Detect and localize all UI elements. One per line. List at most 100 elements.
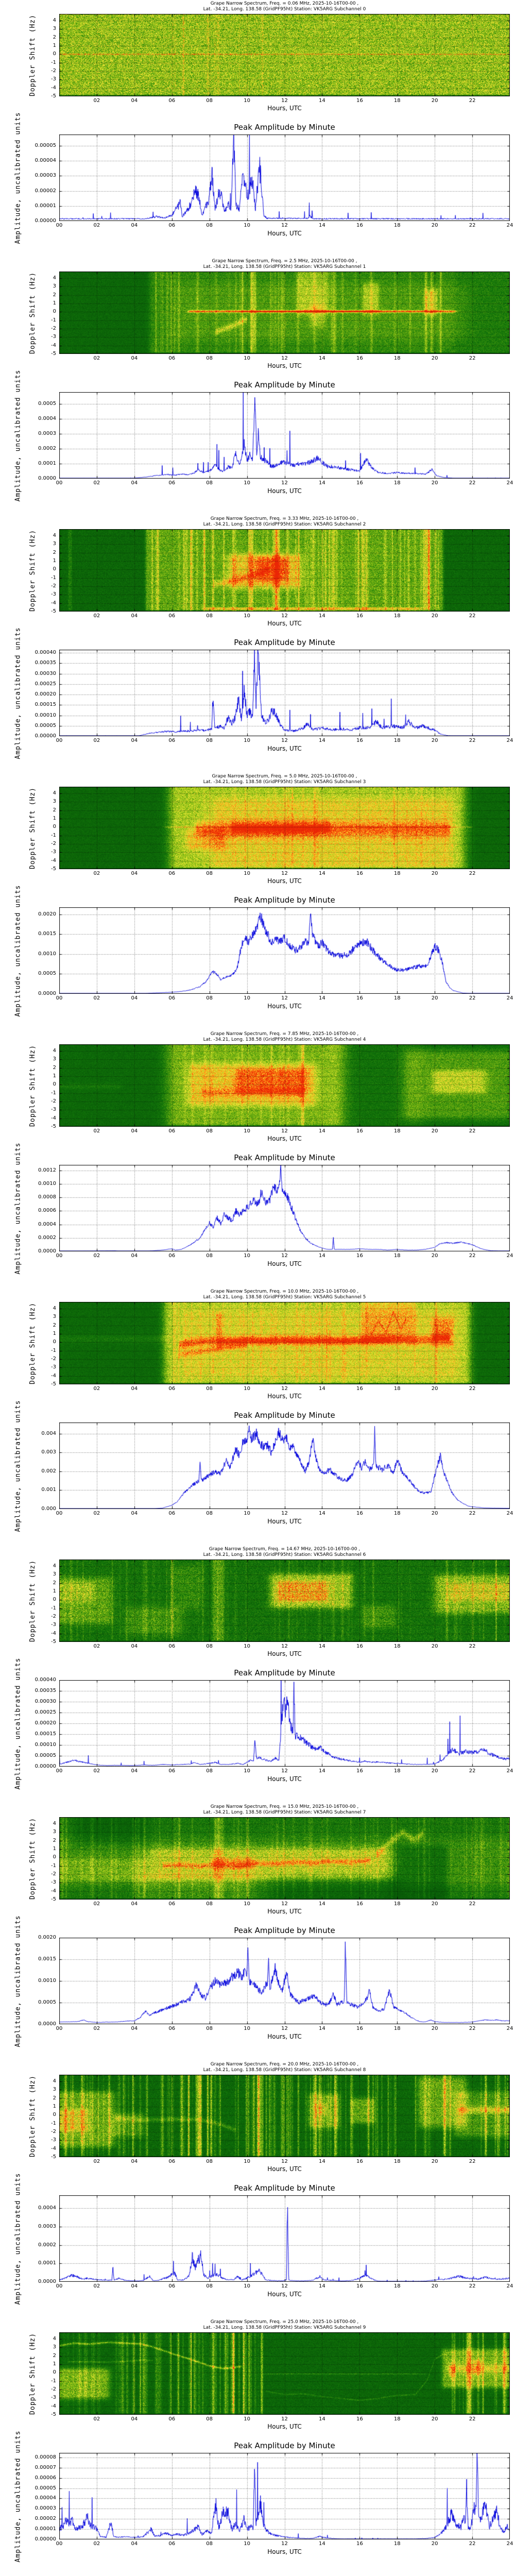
spectrogram-x-tick-label: 12 bbox=[281, 613, 288, 619]
amplitude-y-tick-label: 0.0000 bbox=[38, 991, 56, 996]
amplitude-y-tick-label: 0.002 bbox=[41, 1468, 56, 1474]
spectrogram-canvas bbox=[59, 272, 510, 354]
amplitude-x-tick-label: 24 bbox=[506, 738, 513, 743]
spectrogram-xlabel: Hours, UTC bbox=[267, 105, 302, 112]
amplitude-x-tick-label: 08 bbox=[206, 480, 213, 486]
amplitude-x-tick-label: 22 bbox=[469, 480, 476, 486]
spectrogram-subtitle: Lat. -34.21, Long. 138.58 (GridPF95ht) S… bbox=[203, 1810, 366, 1815]
spectrogram-x-tick-label: 22 bbox=[469, 1386, 476, 1392]
spectrogram-x-tick-label: 08 bbox=[206, 2416, 213, 2422]
doppler-y-tick-label: -3 bbox=[51, 76, 56, 82]
amplitude-x-tick-label: 16 bbox=[356, 2026, 363, 2031]
amplitude-xlabel: Hours, UTC bbox=[267, 1775, 302, 1783]
spectrogram-x-tick-label: 20 bbox=[431, 1901, 438, 1907]
spectrogram-x-tick-label: 10 bbox=[244, 1643, 250, 1649]
spectrogram-subtitle: Lat. -34.21, Long. 138.58 (GridPF95ht) S… bbox=[203, 779, 366, 785]
amplitude-x-tick-label: 00 bbox=[56, 1511, 63, 1516]
figure-subchannel-5: Grape Narrow Spectrum, Freq. = 10.0 MHz,… bbox=[0, 1288, 515, 1546]
amplitude-x-tick-label: 20 bbox=[431, 1253, 438, 1259]
amplitude-x-tick-label: 22 bbox=[469, 738, 476, 743]
spectrogram-subtitle: Lat. -34.21, Long. 138.58 (GridPF95ht) S… bbox=[203, 264, 366, 269]
amplitude-x-tick-label: 18 bbox=[393, 2026, 401, 2031]
amplitude-y-tick-label: 0.00005 bbox=[35, 2485, 56, 2491]
amplitude-canvas bbox=[59, 392, 510, 479]
spectrogram-x-tick-label: 06 bbox=[168, 1386, 176, 1392]
amplitude-x-tick-label: 22 bbox=[469, 2541, 476, 2547]
spectrogram-x-tick-label: 22 bbox=[469, 355, 476, 361]
amplitude-y-tick-label: 0.00040 bbox=[35, 1677, 56, 1683]
amplitude-x-tick-label: 08 bbox=[206, 1511, 213, 1516]
spectrogram-x-tick-label: 20 bbox=[431, 2416, 438, 2422]
doppler-y-tick-label: 2 bbox=[53, 807, 56, 813]
amplitude-y-tick-label: 0.00005 bbox=[35, 1753, 56, 1758]
amplitude-y-tick-label: 0.00035 bbox=[35, 1688, 56, 1693]
amplitude-x-tick-label: 04 bbox=[131, 738, 138, 743]
amplitude-x-tick-label: 06 bbox=[168, 738, 176, 743]
spectrogram-x-tick-label: 02 bbox=[93, 1386, 100, 1392]
doppler-y-tick-label: -5 bbox=[51, 2154, 56, 2160]
amplitude-x-tick-label: 14 bbox=[319, 223, 325, 228]
spectrogram-xlabel: Hours, UTC bbox=[267, 1393, 302, 1400]
doppler-y-tick-label: 3 bbox=[53, 541, 56, 547]
doppler-y-tick-label: -3 bbox=[51, 1107, 56, 1113]
spectrogram-x-tick-label: 02 bbox=[93, 355, 100, 361]
amplitude-axis-label: Amplitude, uncalibrated units bbox=[12, 885, 24, 1016]
spectrogram-x-tick-label: 16 bbox=[356, 1128, 363, 1134]
spectrogram-xlabel: Hours, UTC bbox=[267, 1650, 302, 1657]
doppler-y-tick-label: 1 bbox=[53, 558, 56, 564]
amplitude-y-tick-label: 0.00010 bbox=[35, 712, 56, 718]
amplitude-x-tick-label: 06 bbox=[168, 1253, 176, 1259]
spectrogram-x-tick-label: 04 bbox=[131, 613, 138, 619]
doppler-y-tick-label: 3 bbox=[53, 26, 56, 32]
amplitude-x-tick-label: 08 bbox=[206, 995, 213, 1001]
amplitude-x-tick-label: 22 bbox=[469, 2283, 476, 2289]
spectrogram-x-tick-label: 02 bbox=[93, 613, 100, 619]
doppler-y-tick-label: 3 bbox=[53, 283, 56, 290]
amplitude-xlabel: Hours, UTC bbox=[267, 487, 302, 495]
amplitude-x-tick-label: 16 bbox=[356, 1253, 363, 1259]
amplitude-x-tick-label: 02 bbox=[93, 995, 100, 1001]
spectrogram-x-tick-label: 02 bbox=[93, 1901, 100, 1907]
doppler-y-tick-label: -5 bbox=[51, 351, 56, 357]
amplitude-y-tick-label: 0.00001 bbox=[35, 202, 56, 209]
spectrogram-x-tick-label: 14 bbox=[319, 2159, 325, 2164]
spectrogram-subtitle: Lat. -34.21, Long. 138.58 (GridPF95ht) S… bbox=[203, 2067, 366, 2073]
amplitude-y-tick-label: 0.0020 bbox=[38, 1935, 56, 1940]
amplitude-x-tick-label: 14 bbox=[319, 995, 325, 1001]
spectrogram-canvas bbox=[59, 1560, 510, 1642]
amplitude-x-tick-label: 22 bbox=[469, 1511, 476, 1516]
doppler-y-tick-label: -1 bbox=[51, 1090, 56, 1096]
spectrogram-x-tick-label: 22 bbox=[469, 1643, 476, 1649]
doppler-y-tick-label: 4 bbox=[53, 275, 56, 281]
amplitude-x-tick-label: 16 bbox=[356, 480, 363, 486]
doppler-y-tick-label: 1 bbox=[53, 816, 56, 822]
amplitude-x-tick-label: 06 bbox=[168, 2026, 176, 2031]
spectrogram-x-tick-label: 04 bbox=[131, 355, 138, 361]
amplitude-x-tick-label: 18 bbox=[393, 1253, 401, 1259]
amplitude-title: Peak Amplitude by Minute bbox=[234, 1668, 335, 1677]
amplitude-y-tick-label: 0.00020 bbox=[35, 1720, 56, 1726]
amplitude-x-tick-label: 00 bbox=[56, 738, 63, 743]
doppler-y-tick-label: 0 bbox=[53, 1597, 56, 1603]
spectrogram-canvas bbox=[59, 14, 510, 96]
spectrogram-x-tick-label: 16 bbox=[356, 1643, 363, 1649]
doppler-y-tick-label: 1 bbox=[53, 1846, 56, 1852]
amplitude-x-tick-label: 18 bbox=[393, 995, 401, 1001]
amplitude-canvas bbox=[59, 134, 510, 221]
spectrogram-x-tick-label: 16 bbox=[356, 355, 363, 361]
amplitude-xlabel: Hours, UTC bbox=[267, 1003, 302, 1010]
spectrogram-x-tick-label: 10 bbox=[244, 1901, 250, 1907]
spectrogram-x-tick-label: 06 bbox=[168, 2416, 176, 2422]
amplitude-x-tick-label: 02 bbox=[93, 2026, 100, 2031]
amplitude-y-tick-label: 0.00040 bbox=[35, 650, 56, 656]
doppler-y-tick-label: 2 bbox=[53, 34, 56, 40]
spectrogram-x-tick-label: 12 bbox=[281, 1128, 288, 1134]
doppler-y-tick-label: -1 bbox=[51, 1862, 56, 1869]
doppler-y-tick-label: 3 bbox=[53, 1314, 56, 1320]
doppler-y-tick-label: -4 bbox=[51, 1372, 56, 1379]
spectrogram-x-tick-label: 16 bbox=[356, 613, 363, 619]
doppler-y-tick-label: 0 bbox=[53, 2112, 56, 2118]
doppler-y-tick-label: 4 bbox=[53, 1048, 56, 1054]
amplitude-x-tick-label: 24 bbox=[506, 1511, 513, 1516]
spectrogram-x-tick-label: 14 bbox=[319, 1901, 325, 1907]
